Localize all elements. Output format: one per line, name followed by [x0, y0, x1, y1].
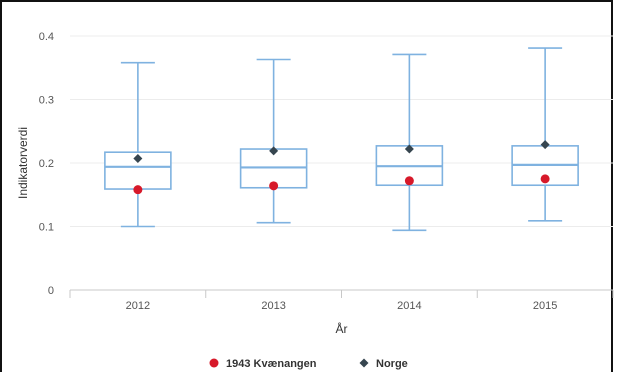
legend-label: Norge — [376, 358, 408, 370]
x-tick-label: 2014 — [397, 300, 421, 312]
box-series — [104, 47, 579, 232]
legend-label: 1943 Kvænangen — [226, 358, 317, 370]
box-2015 — [511, 47, 579, 222]
legend-item-norge[interactable]: Norge — [359, 358, 408, 370]
kvaenangen-point — [404, 176, 414, 186]
legend[interactable]: 1943 Kvænangen Norge — [209, 358, 408, 370]
y-tick-label: 0.4 — [39, 31, 54, 43]
y-tick-label: 0 — [48, 285, 54, 297]
box-2012 — [104, 61, 172, 228]
x-tick-label: 2012 — [126, 300, 150, 312]
x-axis: 2012 2013 2014 2015 — [69, 290, 614, 312]
x-axis-title: År — [336, 321, 348, 336]
box-2013 — [239, 58, 308, 224]
kvaenangen-point — [540, 174, 550, 184]
box-2014 — [375, 53, 444, 232]
y-tick-label: 0.3 — [39, 95, 54, 107]
kvaenangen-point — [133, 185, 143, 195]
y-tick-label: 0.2 — [39, 158, 54, 170]
y-axis-title: Indikatorverdi — [16, 127, 30, 199]
norge-point — [404, 144, 414, 154]
y-axis-ticks: 0 0.1 0.2 0.3 0.4 — [39, 31, 54, 297]
marker-series — [133, 140, 550, 195]
y-tick-label: 0.1 — [39, 222, 54, 234]
legend-circle-icon — [209, 358, 219, 368]
legend-item-kvaenangen[interactable]: 1943 Kvænangen — [209, 358, 317, 370]
norge-point — [540, 140, 550, 150]
kvaenangen-point — [269, 181, 279, 191]
norge-point — [133, 154, 143, 164]
norge-point — [269, 146, 279, 156]
x-tick-label: 2013 — [261, 300, 285, 312]
legend-diamond-icon — [359, 358, 369, 368]
x-tick-label: 2015 — [533, 300, 557, 312]
